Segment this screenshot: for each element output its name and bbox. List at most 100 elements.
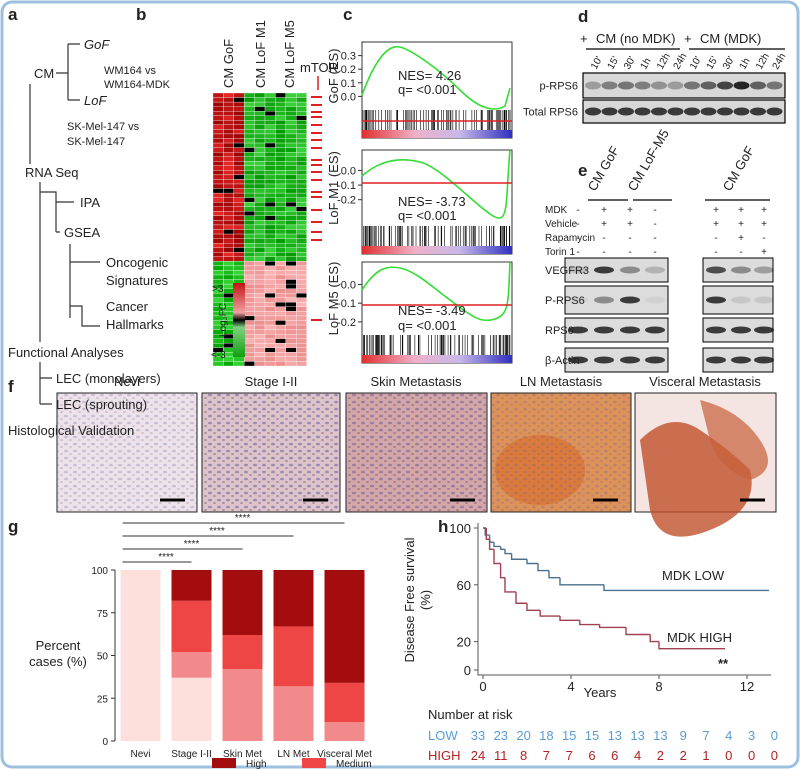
survival-step [579, 620, 600, 626]
time-label: 30' [622, 55, 638, 72]
heatmap-cell [264, 197, 276, 203]
risk-row-label: LOW [428, 728, 458, 743]
heatmap-cell [296, 101, 307, 107]
heatmap-cell [254, 206, 266, 212]
risk-count: 9 [680, 728, 687, 743]
heatmap-cell [223, 279, 234, 285]
heatmap-cell [233, 165, 245, 171]
heatmap-cell [244, 252, 255, 257]
bar-segment [171, 570, 212, 601]
heatmap-cell [244, 242, 255, 248]
heatmap-cell [223, 238, 234, 244]
heatmap-cell [275, 347, 286, 353]
time-label: 1h [639, 56, 654, 71]
heatmap-cell [296, 352, 307, 358]
treatment-sign: - [576, 219, 579, 230]
time-label: 12h [754, 52, 772, 72]
heatmap-cell [264, 129, 276, 135]
heatmap-cell [275, 252, 286, 257]
group-plus: + [580, 31, 588, 46]
heatmap-cell [233, 133, 245, 139]
heatmap-cell [264, 242, 276, 248]
heatmap-cell [254, 124, 266, 130]
heatmap-cell [254, 192, 266, 198]
heatmap-cell [275, 202, 286, 207]
heatmap-cell [223, 361, 234, 367]
heatmap-cell [254, 147, 266, 153]
heatmap-cell [275, 293, 286, 298]
heatmap-cell [296, 202, 307, 207]
y-tick-label: 50 [97, 652, 109, 663]
risk-count: 0 [771, 728, 778, 743]
risk-count: 33 [471, 728, 485, 743]
x-axis-label: Years [584, 685, 617, 700]
heatmap-cell [264, 320, 276, 326]
heatmap-cell [275, 188, 286, 194]
heatmap-cell [264, 147, 276, 153]
heatmap-cell [296, 133, 307, 139]
heatmap-cell [275, 306, 286, 312]
heatmap-cell [264, 279, 276, 285]
heatmap-cell [223, 256, 234, 262]
heatmap-cell [244, 156, 255, 162]
heatmap-cell [223, 147, 234, 153]
blot-band [594, 296, 614, 304]
bar-segment [273, 570, 314, 627]
heatmap-cell [233, 97, 245, 103]
heatmap-cell [244, 333, 255, 339]
heatmap-cell [296, 192, 307, 198]
heatmap-cell [275, 320, 286, 326]
heatmap-cell [264, 111, 276, 116]
heatmap-cell [244, 147, 255, 153]
heatmap-cell [244, 211, 255, 217]
heatmap-cell [264, 315, 276, 321]
heatmap-cell [212, 361, 224, 367]
heatmap-cell [296, 347, 307, 353]
treatment-sign: - [739, 247, 742, 258]
heatmap-cell [212, 179, 224, 185]
heatmap-cell [223, 179, 234, 185]
heatmap-cell [254, 320, 266, 326]
heatmap-cell [296, 329, 307, 335]
heatmap-cell [285, 120, 297, 126]
heatmap-cell [264, 283, 276, 289]
heatmap-cell [223, 161, 234, 166]
heatmap-cell [264, 274, 276, 280]
heatmap-cell [275, 206, 286, 212]
workflow-step: Oncogenic [106, 255, 169, 270]
heatmap-cell [285, 188, 297, 194]
x-tick-label: LN Met [277, 749, 309, 760]
heatmap-cell [244, 174, 255, 180]
heatmap-cell [244, 106, 255, 112]
y-tick-label: -0.2 [337, 317, 356, 329]
heatmap-cell [244, 202, 255, 207]
heatmap-cell [254, 133, 266, 139]
heatmap-cell [285, 270, 297, 276]
heatmap-cell [296, 111, 307, 116]
y-tick-label: 0 [464, 663, 471, 678]
heatmap-cell [296, 302, 307, 307]
heatmap-cell [264, 124, 276, 130]
heatmap-cell [254, 115, 266, 121]
heatmap-cell [285, 238, 297, 244]
heatmap-cell [275, 333, 286, 339]
heatmap-cell [296, 215, 307, 221]
blot-band [634, 81, 651, 90]
treatment-sign: + [761, 205, 767, 216]
legend-swatch [212, 758, 236, 768]
risk-count: 15 [562, 728, 576, 743]
heatmap-cell [233, 215, 245, 221]
heatmap-cell [244, 233, 255, 239]
workflow-step: SK-Mel-147 vs [67, 121, 140, 133]
bar-segment [273, 626, 314, 687]
heatmap-cell [296, 293, 307, 298]
heatmap-cell [296, 92, 307, 98]
heatmap-cell [275, 329, 286, 335]
blot [564, 257, 669, 283]
blot-band [620, 326, 640, 334]
risk-count: 4 [634, 748, 641, 763]
heatmap-cell [233, 265, 245, 271]
heatmap-cell [212, 229, 224, 235]
